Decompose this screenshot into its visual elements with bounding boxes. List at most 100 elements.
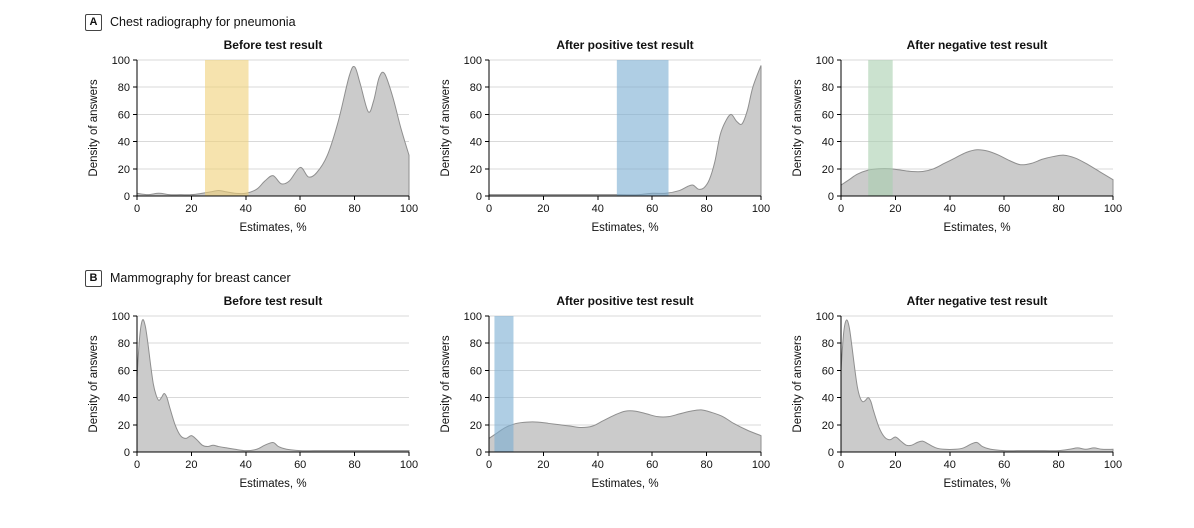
- axes: [837, 315, 1114, 456]
- panel-title: After positive test result: [556, 38, 693, 52]
- gridlines: [841, 315, 1113, 426]
- x-tick-label: 20: [889, 459, 901, 471]
- density-curve: [136, 319, 410, 453]
- y-tick-label: 100: [112, 55, 130, 67]
- axes: [485, 315, 762, 456]
- x-tick-label: 20: [185, 203, 197, 215]
- y-tick-label: 40: [822, 393, 834, 405]
- panel-title: After positive test result: [556, 294, 693, 308]
- x-tick-label: 60: [646, 203, 658, 215]
- x-axis-label: Estimates, %: [239, 478, 306, 490]
- x-tick-label: 40: [240, 203, 252, 215]
- section-title: Mammography for breast cancer: [110, 271, 291, 285]
- density-plot: Before test result 0 20 40 60 80 100 0 20 40 60 80 1…: [88, 38, 418, 234]
- y-axis-label: Density of answers: [792, 79, 804, 176]
- panel-before-test: Before test result 0 20 40 60 80 100 0 20 40 60 80 1…: [85, 36, 425, 238]
- density-curve: [488, 65, 762, 197]
- x-tick-label: 80: [348, 459, 360, 471]
- x-tick-label: 60: [998, 459, 1010, 471]
- y-tick-label: 40: [470, 137, 482, 149]
- y-tick-label: 0: [124, 191, 130, 203]
- y-tick-label: 40: [118, 137, 130, 149]
- x-tick-label: 60: [294, 459, 306, 471]
- x-axis-label: Estimates, %: [239, 222, 306, 234]
- x-tick-label: 80: [348, 203, 360, 215]
- axes: [837, 59, 1114, 200]
- y-tick-label: 60: [118, 365, 130, 377]
- y-tick-label: 20: [470, 164, 482, 176]
- x-tick-label: 80: [1052, 459, 1064, 471]
- figure: A Chest radiography for pneumonia Before…: [85, 12, 1194, 494]
- section-letter-badge: A: [85, 13, 102, 31]
- section-header: A Chest radiography for pneumonia: [85, 12, 1194, 32]
- density-plot: After negative test result 0 20 40 60 80 100 0 2…: [792, 38, 1123, 234]
- panel-after-negative-test: After negative test result 0 20 40 60 80 100 0 2…: [789, 292, 1129, 494]
- panel-title: After negative test result: [907, 294, 1048, 308]
- y-tick-label: 0: [828, 447, 834, 459]
- section-chest-radiography: A Chest radiography for pneumonia Before…: [85, 12, 1194, 238]
- tick-labels: 0 20 40 60 80 100 0 20 40 60 80 100: [464, 55, 771, 215]
- y-tick-label: 80: [470, 338, 482, 350]
- x-axis-label: Estimates, %: [943, 478, 1010, 490]
- y-tick-label: 60: [822, 109, 834, 121]
- density-plot: After positive test result 0 20 40 60 80 100 0 2…: [440, 294, 771, 490]
- tick-labels: 0 20 40 60 80 100 0 20 40 60 80 100: [112, 311, 419, 471]
- y-tick-label: 40: [470, 393, 482, 405]
- section-title: Chest radiography for pneumonia: [110, 15, 296, 29]
- x-tick-label: 20: [889, 203, 901, 215]
- density-curve: [840, 319, 1114, 453]
- y-tick-label: 100: [112, 311, 130, 323]
- y-axis-label: Density of answers: [88, 79, 100, 176]
- x-tick-label: 60: [294, 203, 306, 215]
- x-tick-label: 0: [486, 203, 492, 215]
- x-tick-label: 100: [400, 459, 418, 471]
- x-tick-label: 40: [240, 459, 252, 471]
- x-axis-label: Estimates, %: [943, 222, 1010, 234]
- y-tick-label: 20: [470, 420, 482, 432]
- panel-row-a: Before test result 0 20 40 60 80 100 0 20 40 60 80 1…: [85, 36, 1194, 238]
- y-tick-label: 80: [118, 338, 130, 350]
- x-tick-label: 40: [592, 203, 604, 215]
- y-tick-label: 0: [476, 191, 482, 203]
- density-plot: Before test result 0 20 40 60 80 100 0 20 40 60 80 1…: [88, 294, 419, 490]
- x-tick-label: 20: [185, 459, 197, 471]
- axes: [133, 59, 410, 200]
- x-tick-label: 80: [1052, 203, 1064, 215]
- x-tick-label: 40: [592, 459, 604, 471]
- x-tick-label: 60: [646, 459, 658, 471]
- tick-labels: 0 20 40 60 80 100 0 20 40 60 80 100: [464, 311, 771, 471]
- y-tick-label: 0: [476, 447, 482, 459]
- density-curve: [136, 66, 410, 197]
- y-tick-label: 100: [816, 55, 834, 67]
- panel-after-positive-test: After positive test result 0 20 40 60 80 100 0 2…: [437, 36, 777, 238]
- y-axis-label: Density of answers: [440, 79, 452, 176]
- y-tick-label: 60: [470, 109, 482, 121]
- panel-row-b: Before test result 0 20 40 60 80 100 0 20 40 60 80 1…: [85, 292, 1194, 494]
- y-tick-label: 80: [118, 82, 130, 94]
- x-tick-label: 0: [838, 203, 844, 215]
- x-tick-label: 20: [537, 459, 549, 471]
- y-tick-label: 0: [124, 447, 130, 459]
- highlight-band: [868, 60, 893, 196]
- y-tick-label: 20: [822, 164, 834, 176]
- x-tick-label: 0: [134, 459, 140, 471]
- x-tick-label: 0: [486, 459, 492, 471]
- y-tick-label: 60: [470, 365, 482, 377]
- density-plot: After positive test result 0 20 40 60 80 100 0 2…: [440, 38, 771, 234]
- density-curve: [488, 409, 762, 453]
- x-axis-label: Estimates, %: [591, 222, 658, 234]
- y-tick-label: 60: [118, 109, 130, 121]
- panel-after-positive-test: After positive test result 0 20 40 60 80 100 0 2…: [437, 292, 777, 494]
- x-tick-label: 100: [400, 203, 418, 215]
- panel-title: After negative test result: [907, 38, 1048, 52]
- x-axis-label: Estimates, %: [591, 478, 658, 490]
- y-tick-label: 80: [470, 82, 482, 94]
- density-plot: After negative test result 0 20 40 60 80 100 0 2…: [792, 294, 1122, 490]
- y-tick-label: 60: [822, 365, 834, 377]
- y-tick-label: 40: [118, 393, 130, 405]
- panel-title: Before test result: [224, 38, 323, 52]
- tick-labels: 0 20 40 60 80 100 0 20 40 60 80 100: [816, 55, 1123, 215]
- highlight-band: [205, 60, 249, 196]
- x-tick-label: 100: [1104, 203, 1122, 215]
- axes: [133, 315, 410, 456]
